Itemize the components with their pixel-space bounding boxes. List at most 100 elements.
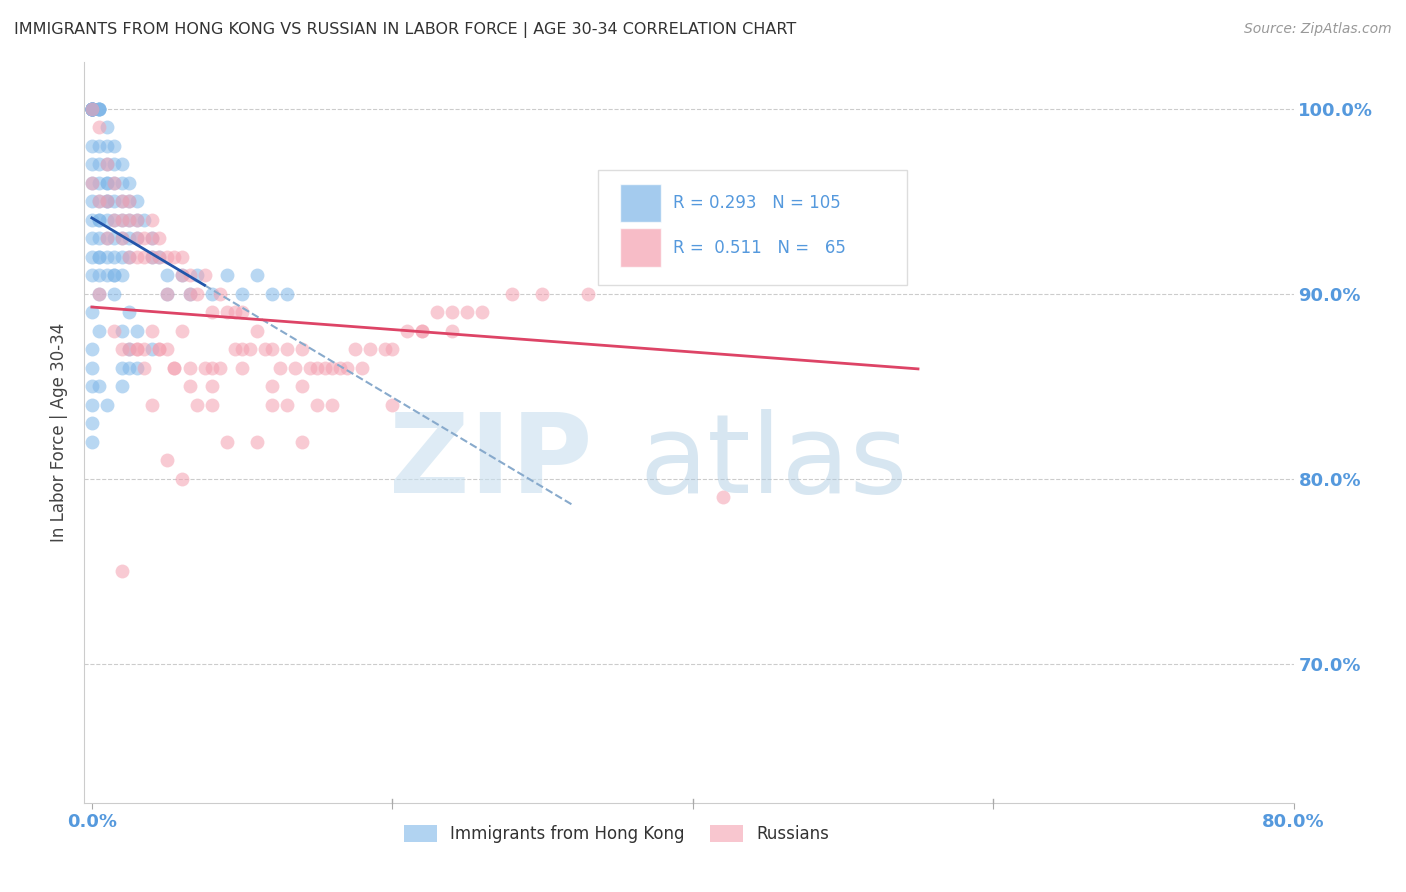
- Point: [80, 102, 103, 116]
- Point: [163, 360, 186, 375]
- Point: [193, 268, 215, 283]
- Point: [89, 120, 111, 135]
- FancyBboxPatch shape: [599, 169, 907, 285]
- Point: [80, 102, 103, 116]
- Point: [118, 212, 141, 227]
- Point: [291, 434, 314, 449]
- Point: [103, 157, 125, 171]
- Point: [141, 250, 163, 264]
- Point: [89, 231, 111, 245]
- Point: [96, 157, 118, 171]
- Text: atlas: atlas: [640, 409, 908, 516]
- Point: [111, 324, 134, 338]
- Point: [118, 250, 141, 264]
- Point: [201, 398, 224, 412]
- Point: [156, 286, 179, 301]
- Point: [118, 343, 141, 357]
- Point: [231, 286, 253, 301]
- Point: [89, 102, 111, 116]
- Point: [246, 434, 269, 449]
- Point: [111, 231, 134, 245]
- Point: [134, 360, 156, 375]
- Point: [103, 231, 125, 245]
- Point: [89, 379, 111, 393]
- Point: [89, 286, 111, 301]
- Point: [411, 324, 433, 338]
- Point: [179, 286, 201, 301]
- Point: [80, 138, 103, 153]
- Point: [80, 398, 103, 412]
- Point: [96, 398, 118, 412]
- Point: [141, 343, 163, 357]
- Point: [456, 305, 478, 319]
- Point: [125, 343, 148, 357]
- Point: [262, 343, 284, 357]
- Point: [80, 102, 103, 116]
- Point: [125, 360, 148, 375]
- Point: [89, 250, 111, 264]
- Point: [89, 102, 111, 116]
- FancyBboxPatch shape: [620, 184, 661, 222]
- Point: [118, 305, 141, 319]
- Point: [215, 305, 238, 319]
- Point: [269, 360, 291, 375]
- Point: [862, 212, 884, 227]
- Point: [96, 231, 118, 245]
- Point: [141, 250, 163, 264]
- Point: [103, 176, 125, 190]
- Point: [148, 231, 170, 245]
- Point: [179, 379, 201, 393]
- Point: [134, 343, 156, 357]
- Point: [352, 360, 374, 375]
- Point: [96, 194, 118, 209]
- Point: [111, 194, 134, 209]
- Point: [148, 250, 170, 264]
- Point: [80, 102, 103, 116]
- Point: [89, 157, 111, 171]
- Point: [156, 453, 179, 467]
- Point: [179, 360, 201, 375]
- Point: [231, 343, 253, 357]
- Point: [96, 176, 118, 190]
- Point: [96, 138, 118, 153]
- Point: [307, 360, 329, 375]
- Point: [80, 102, 103, 116]
- Point: [125, 194, 148, 209]
- Point: [307, 398, 329, 412]
- Point: [359, 343, 381, 357]
- Legend: Immigrants from Hong Kong, Russians: Immigrants from Hong Kong, Russians: [396, 819, 837, 850]
- Point: [291, 343, 314, 357]
- Point: [103, 212, 125, 227]
- Point: [118, 360, 141, 375]
- Point: [163, 360, 186, 375]
- Point: [411, 324, 433, 338]
- Point: [426, 305, 449, 319]
- Point: [156, 250, 179, 264]
- Point: [80, 231, 103, 245]
- Text: ZIP: ZIP: [389, 409, 592, 516]
- Point: [682, 268, 704, 283]
- Point: [89, 138, 111, 153]
- Point: [329, 360, 352, 375]
- Point: [89, 286, 111, 301]
- Point: [111, 194, 134, 209]
- Point: [125, 212, 148, 227]
- Point: [134, 231, 156, 245]
- Point: [170, 472, 193, 486]
- Point: [621, 268, 644, 283]
- Point: [118, 194, 141, 209]
- Point: [141, 212, 163, 227]
- Point: [134, 250, 156, 264]
- Point: [89, 250, 111, 264]
- Point: [201, 305, 224, 319]
- Point: [284, 360, 307, 375]
- Y-axis label: In Labor Force | Age 30-34: In Labor Force | Age 30-34: [51, 323, 69, 542]
- Point: [103, 212, 125, 227]
- Point: [118, 250, 141, 264]
- Point: [148, 343, 170, 357]
- Point: [89, 194, 111, 209]
- Point: [96, 120, 118, 135]
- Text: Source: ZipAtlas.com: Source: ZipAtlas.com: [1244, 22, 1392, 37]
- Point: [441, 324, 464, 338]
- Point: [80, 417, 103, 431]
